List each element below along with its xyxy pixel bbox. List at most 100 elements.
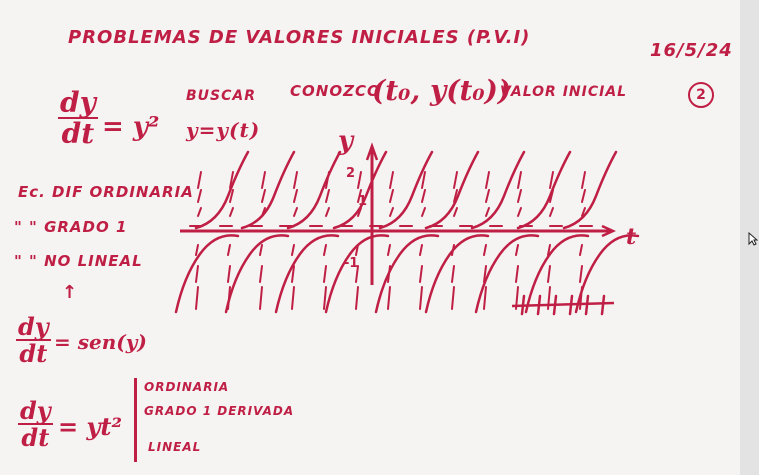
slope-mark-lower	[387, 244, 391, 256]
solution-curve-lower	[424, 234, 490, 314]
slope-mark-upper	[325, 171, 330, 189]
conozco-label: CONOZCO	[290, 82, 381, 100]
bottom-line-tick	[600, 294, 606, 316]
slope-mark-lower	[195, 244, 199, 256]
slope-mark-upper	[549, 207, 554, 217]
mouse-cursor-icon	[748, 232, 758, 246]
solution-curve-upper	[424, 150, 480, 230]
slope-mark-lower	[227, 244, 231, 256]
class-grado: " " GRADO 1	[14, 218, 128, 236]
solution-curve-upper	[378, 150, 434, 230]
slope-mark-upper	[581, 207, 586, 217]
tick-label-mid: 2	[346, 166, 356, 181]
slope-mark-upper	[229, 189, 234, 203]
up-arrow: ↑	[62, 282, 78, 303]
solution-curve-lower	[224, 234, 290, 314]
slope-mark-lower	[323, 244, 327, 256]
t-axis-label: t	[626, 224, 637, 250]
slope-mark-upper	[197, 189, 202, 203]
eq3-prop-lineal: LINEAL	[148, 440, 202, 454]
slope-mark-lower	[227, 265, 231, 283]
slope-mark-lower	[579, 265, 583, 283]
slope-mark-lower	[387, 265, 391, 283]
slope-mark-lower	[323, 286, 327, 310]
slope-mark-lower	[483, 286, 487, 310]
slope-mark-lower	[419, 244, 423, 256]
slope-mark-lower	[451, 286, 455, 310]
eq3-prop-grado: GRADO 1 DERIVADA	[144, 404, 295, 418]
slope-mark-upper	[293, 189, 298, 203]
eq2-rhs: = sen(y)	[54, 330, 147, 354]
eq1-fraction: dy dt	[58, 88, 98, 149]
slope-mark-upper	[325, 189, 330, 203]
eq2-fraction: dy dt	[16, 314, 51, 366]
eq3-prop-ordinaria: ORDINARIA	[144, 380, 230, 394]
slope-mark-lower	[483, 244, 487, 256]
valor-inicial-label: VALOR INICIAL	[500, 84, 628, 100]
slope-mark-upper	[229, 171, 234, 189]
slope-mark-upper	[517, 207, 522, 217]
slope-mark-upper	[581, 171, 586, 189]
slope-mark-lower	[355, 286, 359, 310]
eq2-denominator: dt	[19, 339, 48, 369]
slope-mark-upper	[261, 171, 266, 189]
solution-curve-lower	[174, 234, 240, 314]
solution-curve-upper	[286, 150, 342, 230]
eq2-numerator: dy	[16, 312, 51, 342]
slope-mark-upper	[357, 171, 362, 189]
page-number-circle: 2	[688, 82, 714, 108]
tick-label-neg: -1	[344, 256, 359, 271]
slope-mark-upper	[453, 207, 458, 217]
slope-mark-upper	[453, 189, 458, 203]
solution-curve-upper	[516, 150, 572, 230]
slope-mark-lower	[451, 265, 455, 283]
slope-mark-upper	[421, 171, 426, 189]
slope-mark-lower	[547, 265, 551, 283]
bottom-line	[511, 301, 615, 308]
busca-label: BUSCAR	[186, 88, 257, 104]
slope-mark-upper	[229, 207, 234, 217]
slope-mark-lower	[579, 286, 583, 310]
slope-mark-lower	[515, 244, 519, 256]
slope-mark-upper	[421, 189, 426, 203]
slope-mark-lower	[291, 286, 295, 310]
slope-mark-lower	[547, 244, 551, 256]
t-axis-arrow	[601, 224, 617, 238]
slope-mark-upper	[293, 171, 298, 189]
slope-mark-lower	[355, 244, 359, 256]
eq1-denominator: dt	[61, 117, 95, 151]
slope-mark-upper	[453, 171, 458, 189]
slope-mark-lower	[323, 265, 327, 283]
slope-mark-upper	[357, 189, 362, 203]
slope-mark-upper	[389, 171, 394, 189]
slope-mark-upper	[485, 171, 490, 189]
busca-function: y=y(t)	[186, 118, 261, 142]
eq3-brace	[134, 378, 137, 462]
date-label: 16/5/24	[650, 40, 733, 61]
slope-mark-lower	[195, 265, 199, 283]
solution-curve-upper	[332, 150, 388, 230]
solution-curve-lower	[474, 234, 540, 314]
solution-curve-lower	[274, 234, 340, 314]
slope-mark-upper	[261, 189, 266, 203]
y-axis-label: y	[338, 126, 354, 156]
slope-mark-lower	[451, 244, 455, 256]
slope-mark-upper	[197, 171, 202, 189]
slope-mark-lower	[355, 265, 359, 283]
eq3-denominator: dt	[21, 423, 50, 453]
slope-mark-upper	[581, 189, 586, 203]
slope-mark-upper	[549, 171, 554, 189]
slope-mark-lower	[227, 286, 231, 310]
slope-mark-lower	[515, 265, 519, 283]
class-ordinaria: Ec. DIF ORDINARIA	[18, 183, 194, 201]
slope-mark-lower	[579, 244, 583, 256]
slope-mark-upper	[261, 207, 266, 217]
solution-curve-upper	[470, 150, 526, 230]
eq1-rhs: = y²	[102, 112, 160, 142]
slope-mark-upper	[485, 207, 490, 217]
slope-mark-upper	[389, 189, 394, 203]
slope-mark-upper	[197, 207, 202, 217]
eq3-fraction: dy dt	[18, 398, 53, 450]
solution-curve-lower	[324, 234, 390, 314]
